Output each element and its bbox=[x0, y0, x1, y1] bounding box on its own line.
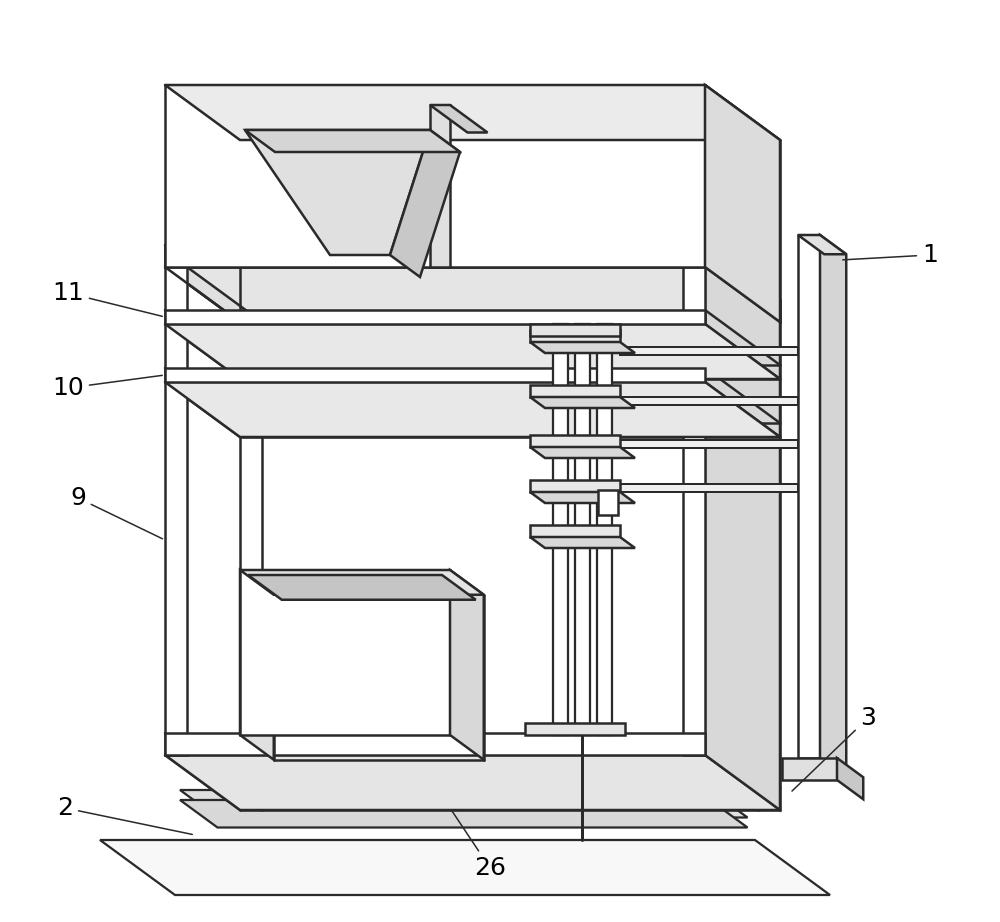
Polygon shape bbox=[245, 130, 460, 152]
Polygon shape bbox=[530, 492, 635, 503]
Text: 2: 2 bbox=[57, 796, 192, 834]
Polygon shape bbox=[165, 85, 780, 140]
Polygon shape bbox=[530, 447, 635, 458]
Polygon shape bbox=[100, 840, 830, 895]
Polygon shape bbox=[782, 758, 837, 780]
Polygon shape bbox=[430, 105, 488, 133]
Polygon shape bbox=[530, 385, 620, 397]
Polygon shape bbox=[245, 130, 430, 255]
Polygon shape bbox=[450, 570, 484, 760]
Polygon shape bbox=[165, 267, 262, 322]
Polygon shape bbox=[165, 245, 705, 267]
Polygon shape bbox=[683, 245, 705, 755]
Polygon shape bbox=[165, 267, 780, 322]
Polygon shape bbox=[530, 525, 620, 537]
Text: 3: 3 bbox=[792, 706, 876, 791]
Polygon shape bbox=[530, 397, 635, 408]
Polygon shape bbox=[165, 755, 780, 810]
Text: 11: 11 bbox=[52, 281, 162, 316]
Polygon shape bbox=[180, 790, 748, 818]
Polygon shape bbox=[240, 570, 450, 735]
Polygon shape bbox=[683, 267, 780, 322]
Polygon shape bbox=[620, 347, 798, 355]
Polygon shape bbox=[248, 575, 476, 599]
Polygon shape bbox=[530, 330, 620, 342]
Polygon shape bbox=[598, 490, 618, 515]
Polygon shape bbox=[430, 105, 450, 267]
Polygon shape bbox=[620, 484, 798, 492]
Polygon shape bbox=[165, 382, 780, 437]
Polygon shape bbox=[165, 245, 187, 755]
Polygon shape bbox=[705, 85, 780, 322]
Polygon shape bbox=[165, 310, 705, 324]
Polygon shape bbox=[837, 758, 863, 799]
Polygon shape bbox=[165, 368, 705, 382]
Polygon shape bbox=[575, 324, 590, 735]
Polygon shape bbox=[798, 235, 846, 254]
Polygon shape bbox=[530, 342, 635, 353]
Polygon shape bbox=[820, 235, 846, 777]
Polygon shape bbox=[390, 130, 460, 277]
Polygon shape bbox=[525, 723, 625, 735]
Polygon shape bbox=[165, 733, 705, 755]
Polygon shape bbox=[240, 570, 484, 595]
Polygon shape bbox=[165, 324, 780, 379]
Polygon shape bbox=[530, 435, 620, 447]
Text: 9: 9 bbox=[70, 486, 162, 538]
Text: 26: 26 bbox=[452, 810, 506, 880]
Polygon shape bbox=[165, 85, 705, 267]
Polygon shape bbox=[620, 397, 798, 405]
Polygon shape bbox=[530, 537, 635, 548]
Polygon shape bbox=[597, 324, 612, 735]
Polygon shape bbox=[705, 245, 780, 810]
Polygon shape bbox=[180, 800, 748, 828]
Text: 1: 1 bbox=[843, 243, 938, 267]
Polygon shape bbox=[530, 480, 620, 492]
Polygon shape bbox=[798, 235, 820, 758]
Polygon shape bbox=[553, 324, 568, 735]
Text: 10: 10 bbox=[52, 375, 162, 400]
Polygon shape bbox=[240, 570, 274, 760]
Polygon shape bbox=[620, 440, 798, 448]
Polygon shape bbox=[530, 324, 620, 336]
